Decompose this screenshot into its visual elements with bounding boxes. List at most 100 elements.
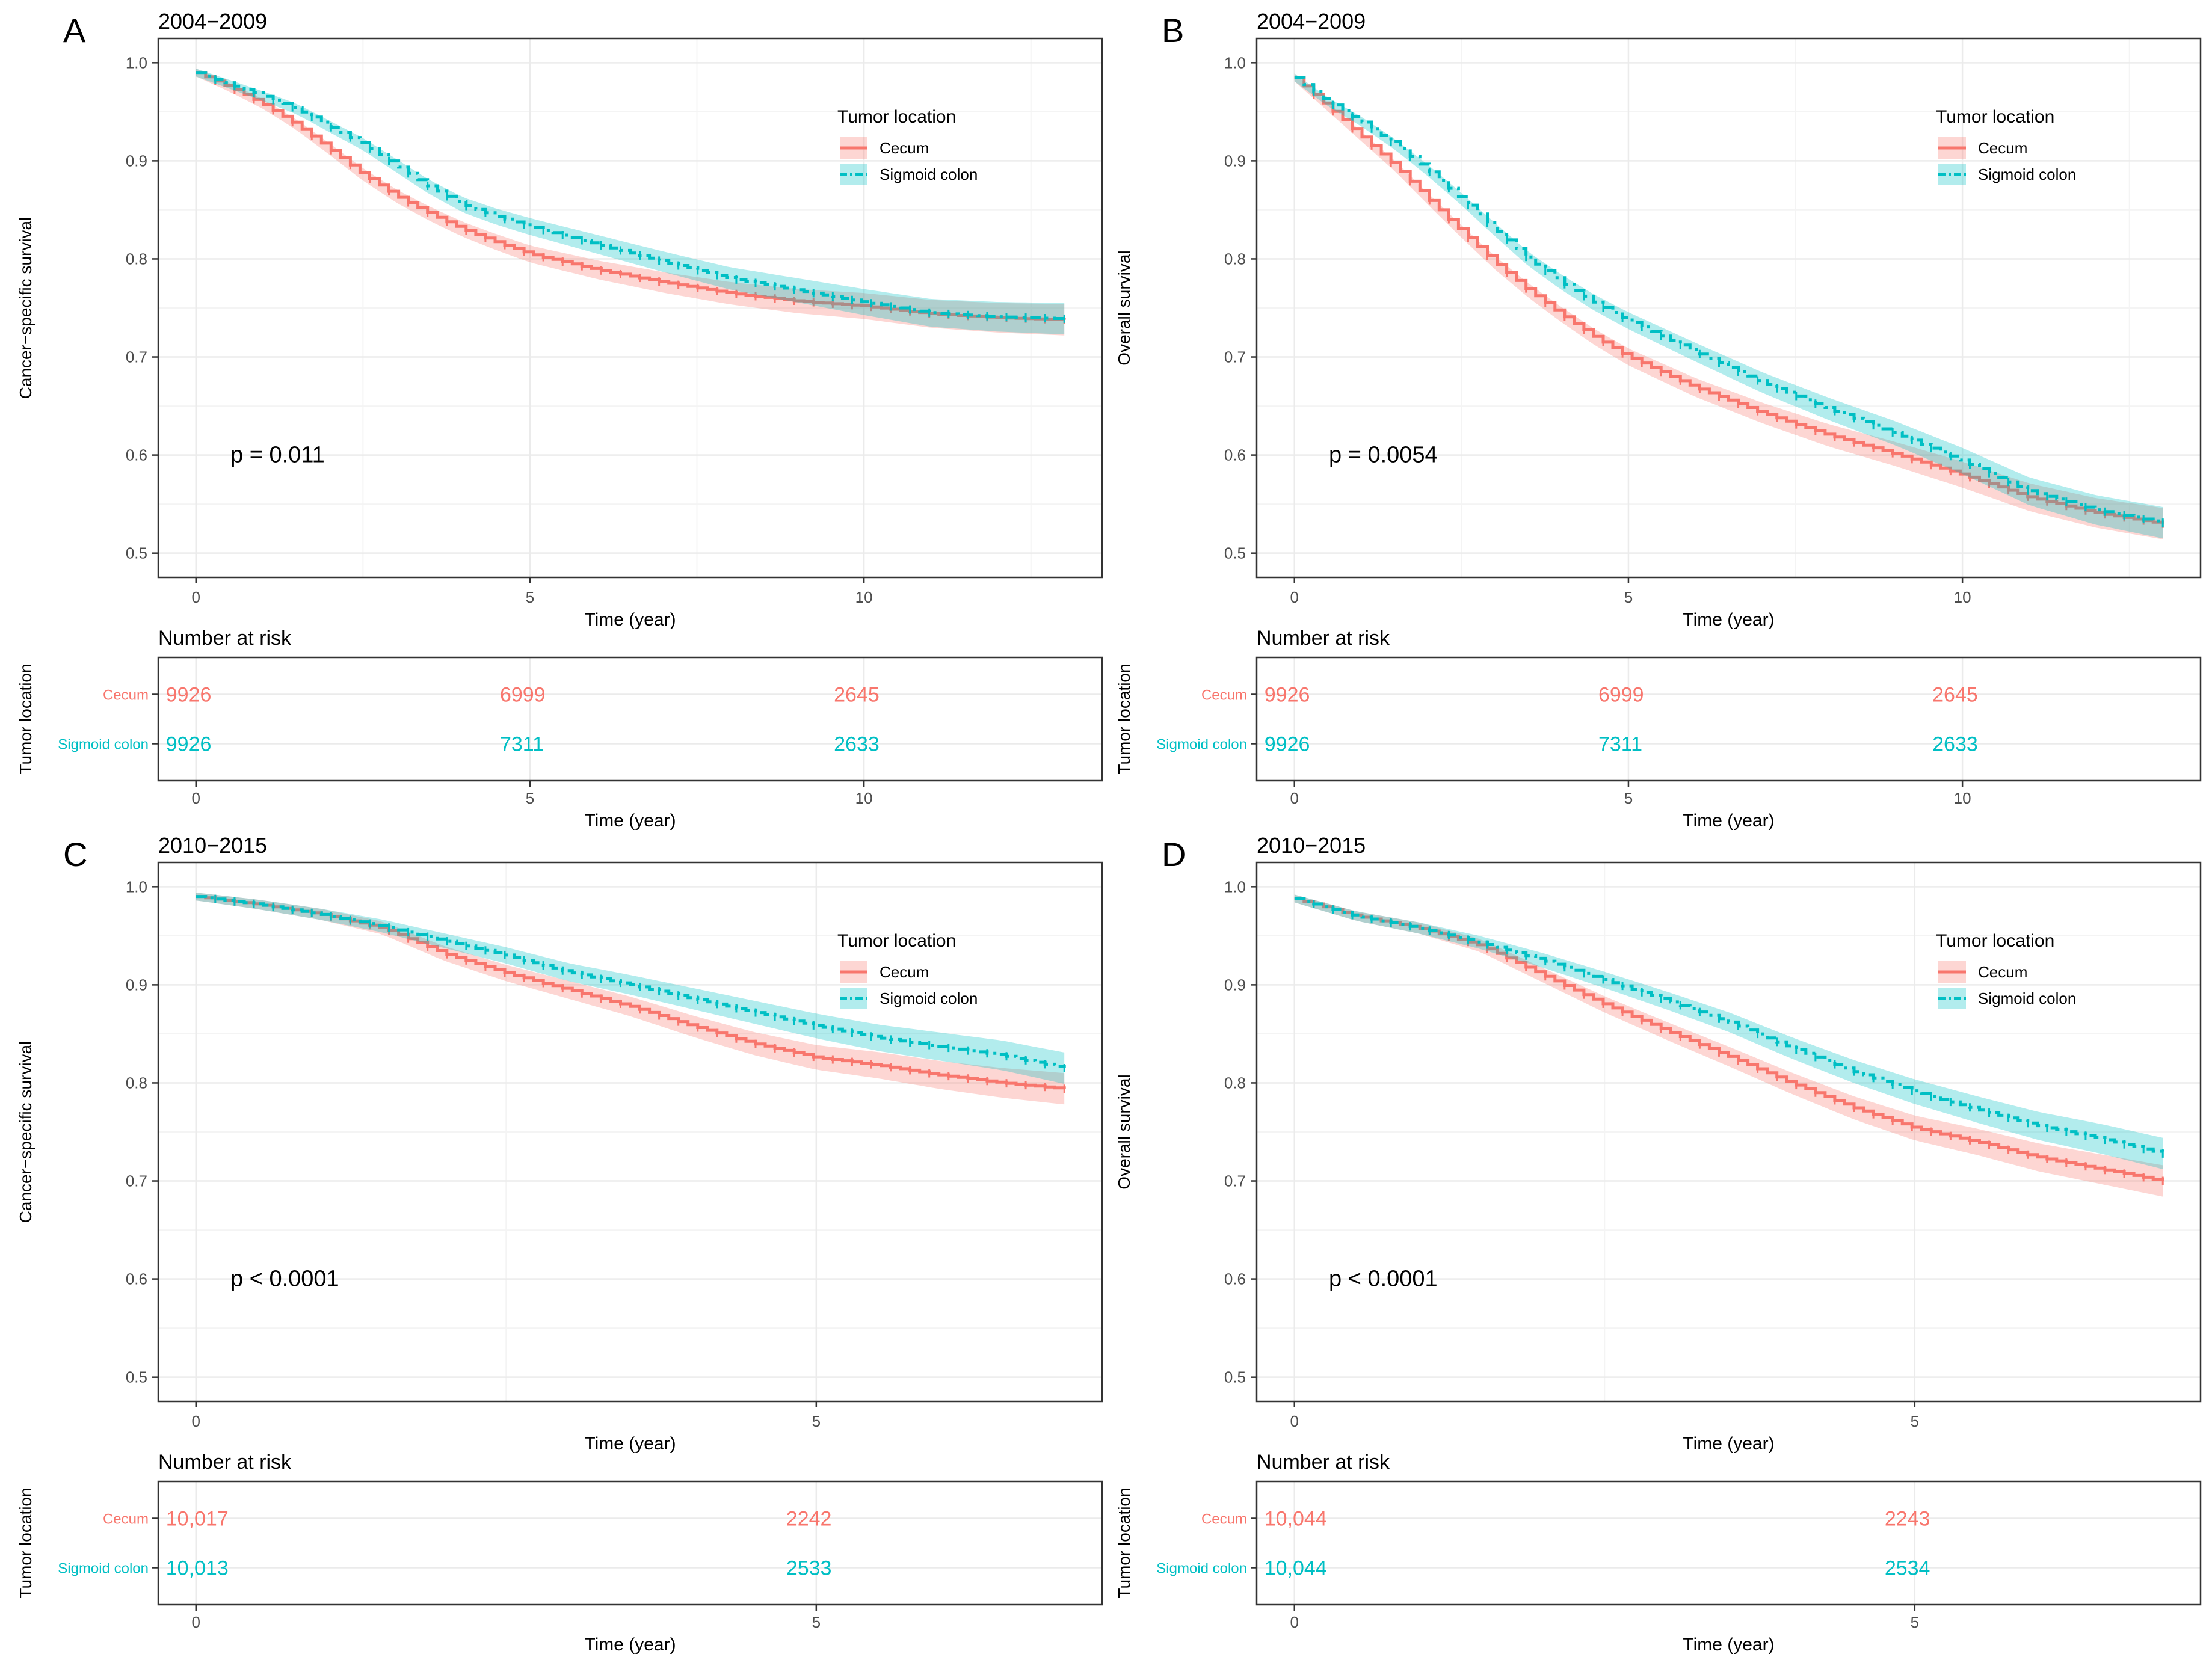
y-tick-label: 0.8 — [126, 1074, 147, 1092]
risk-row-label: Cecum — [1201, 687, 1247, 704]
risk-count: 9926 — [166, 684, 212, 707]
legend-title: Tumor location — [837, 107, 956, 127]
risk-row-label: Sigmoid colon — [58, 737, 149, 753]
x-tick-label: 10 — [855, 588, 873, 606]
risk-table-title: Number at risk — [158, 627, 292, 650]
x-tick-label: 0 — [1290, 1412, 1299, 1430]
risk-count: 2242 — [786, 1508, 832, 1531]
y-tick-label: 0.9 — [126, 976, 147, 994]
panel-letter: B — [1162, 11, 1184, 49]
risk-count: 2645 — [1932, 684, 1978, 707]
y-tick-label: 0.9 — [126, 152, 147, 170]
y-tick-label: 0.5 — [126, 1368, 147, 1386]
legend-entry: Cecum — [880, 963, 929, 981]
y-tick-label: 0.6 — [1224, 446, 1246, 464]
legend-entry: Sigmoid colon — [880, 165, 978, 183]
y-tick-label: 0.6 — [126, 446, 147, 464]
x-tick-label: 0 — [192, 1412, 200, 1430]
risk-table-background — [158, 1481, 1102, 1605]
x-axis-label: Time (year) — [584, 1434, 676, 1454]
x-tick-label: 10 — [1954, 588, 1971, 606]
risk-y-axis-label: Tumor location — [16, 663, 35, 774]
panel-title: 2004−2009 — [158, 9, 267, 34]
y-axis-label: Overall survival — [1115, 1074, 1133, 1189]
y-tick-label: 0.6 — [126, 1270, 147, 1288]
panel-letter: C — [63, 835, 87, 873]
x-tick-label: 5 — [526, 588, 534, 606]
y-tick-label: 0.8 — [1224, 1074, 1246, 1092]
km-panel-b: B 2004−2009 0.5 0.6 0.7 0.8 0.9 1.0 0 5 10 Time (ye… — [1115, 9, 2201, 831]
risk-table-background — [1257, 1481, 2201, 1605]
risk-count: 9926 — [166, 733, 212, 756]
legend-title: Tumor location — [1936, 107, 2054, 127]
p-value: p = 0.0054 — [1329, 443, 1438, 468]
x-tick-label: 0 — [1290, 588, 1299, 606]
legend-entry: Cecum — [880, 139, 929, 157]
risk-count: 6999 — [500, 684, 546, 707]
panel-letter: D — [1162, 835, 1186, 873]
p-value: p < 0.0001 — [230, 1267, 339, 1292]
risk-row-label: Sigmoid colon — [1156, 1561, 1247, 1577]
risk-x-tick-label: 5 — [526, 789, 534, 807]
risk-x-tick-label: 5 — [1911, 1613, 1919, 1631]
risk-table-title: Number at risk — [1257, 1451, 1390, 1474]
risk-x-axis-label: Time (year) — [584, 811, 676, 831]
y-tick-label: 1.0 — [1224, 54, 1246, 72]
risk-row-label: Cecum — [1201, 1511, 1247, 1528]
y-axis-label: Cancer−specific survival — [16, 217, 35, 399]
y-tick-label: 0.5 — [1224, 544, 1246, 562]
risk-x-axis-label: Time (year) — [1683, 1635, 1774, 1655]
risk-y-axis-label: Tumor location — [1115, 663, 1133, 774]
y-tick-label: 0.5 — [126, 544, 147, 562]
legend-title: Tumor location — [837, 931, 956, 951]
panel-letter: A — [63, 11, 86, 49]
risk-table-title: Number at risk — [1257, 627, 1390, 650]
x-tick-label: 5 — [1911, 1412, 1919, 1430]
y-tick-label: 0.8 — [126, 250, 147, 268]
legend-title: Tumor location — [1936, 931, 2054, 951]
risk-count: 2533 — [786, 1557, 832, 1580]
x-tick-label: 0 — [192, 588, 200, 606]
risk-table-background — [158, 657, 1102, 781]
risk-count: 10,013 — [166, 1557, 229, 1580]
y-tick-label: 0.8 — [1224, 250, 1246, 268]
y-tick-label: 1.0 — [126, 878, 147, 896]
risk-row-label: Sigmoid colon — [58, 1561, 149, 1577]
risk-count: 2633 — [1932, 733, 1978, 756]
y-tick-label: 0.7 — [1224, 348, 1246, 366]
panel-title: 2010−2015 — [158, 833, 267, 858]
risk-row-label: Cecum — [103, 1511, 149, 1528]
risk-x-tick-label: 10 — [1954, 789, 1971, 807]
y-tick-label: 0.9 — [1224, 976, 1246, 994]
x-tick-label: 5 — [1624, 588, 1633, 606]
risk-x-tick-label: 0 — [1290, 1613, 1299, 1631]
y-tick-label: 0.6 — [1224, 1270, 1246, 1288]
risk-count: 10,044 — [1265, 1557, 1327, 1580]
x-axis-label: Time (year) — [1683, 610, 1774, 630]
risk-count: 10,017 — [166, 1508, 229, 1531]
risk-row-label: Sigmoid colon — [1156, 737, 1247, 753]
risk-count: 2645 — [834, 684, 880, 707]
risk-count: 2534 — [1885, 1557, 1930, 1580]
risk-x-tick-label: 10 — [855, 789, 873, 807]
x-tick-label: 5 — [812, 1412, 821, 1430]
panel-title: 2004−2009 — [1257, 9, 1366, 34]
risk-x-tick-label: 0 — [1290, 789, 1299, 807]
legend-entry: Cecum — [1978, 963, 2027, 981]
y-tick-label: 0.9 — [1224, 152, 1246, 170]
risk-count: 6999 — [1598, 684, 1644, 707]
risk-count: 7311 — [1598, 733, 1642, 756]
y-axis-label: Overall survival — [1115, 250, 1133, 365]
panel-title: 2010−2015 — [1257, 833, 1366, 858]
y-tick-label: 0.5 — [1224, 1368, 1246, 1386]
legend-entry: Sigmoid colon — [1978, 165, 2076, 183]
x-axis-label: Time (year) — [1683, 1434, 1774, 1454]
risk-count: 10,044 — [1265, 1508, 1327, 1531]
y-tick-label: 1.0 — [1224, 878, 1246, 896]
legend-entry: Cecum — [1978, 139, 2027, 157]
risk-x-axis-label: Time (year) — [1683, 811, 1774, 831]
